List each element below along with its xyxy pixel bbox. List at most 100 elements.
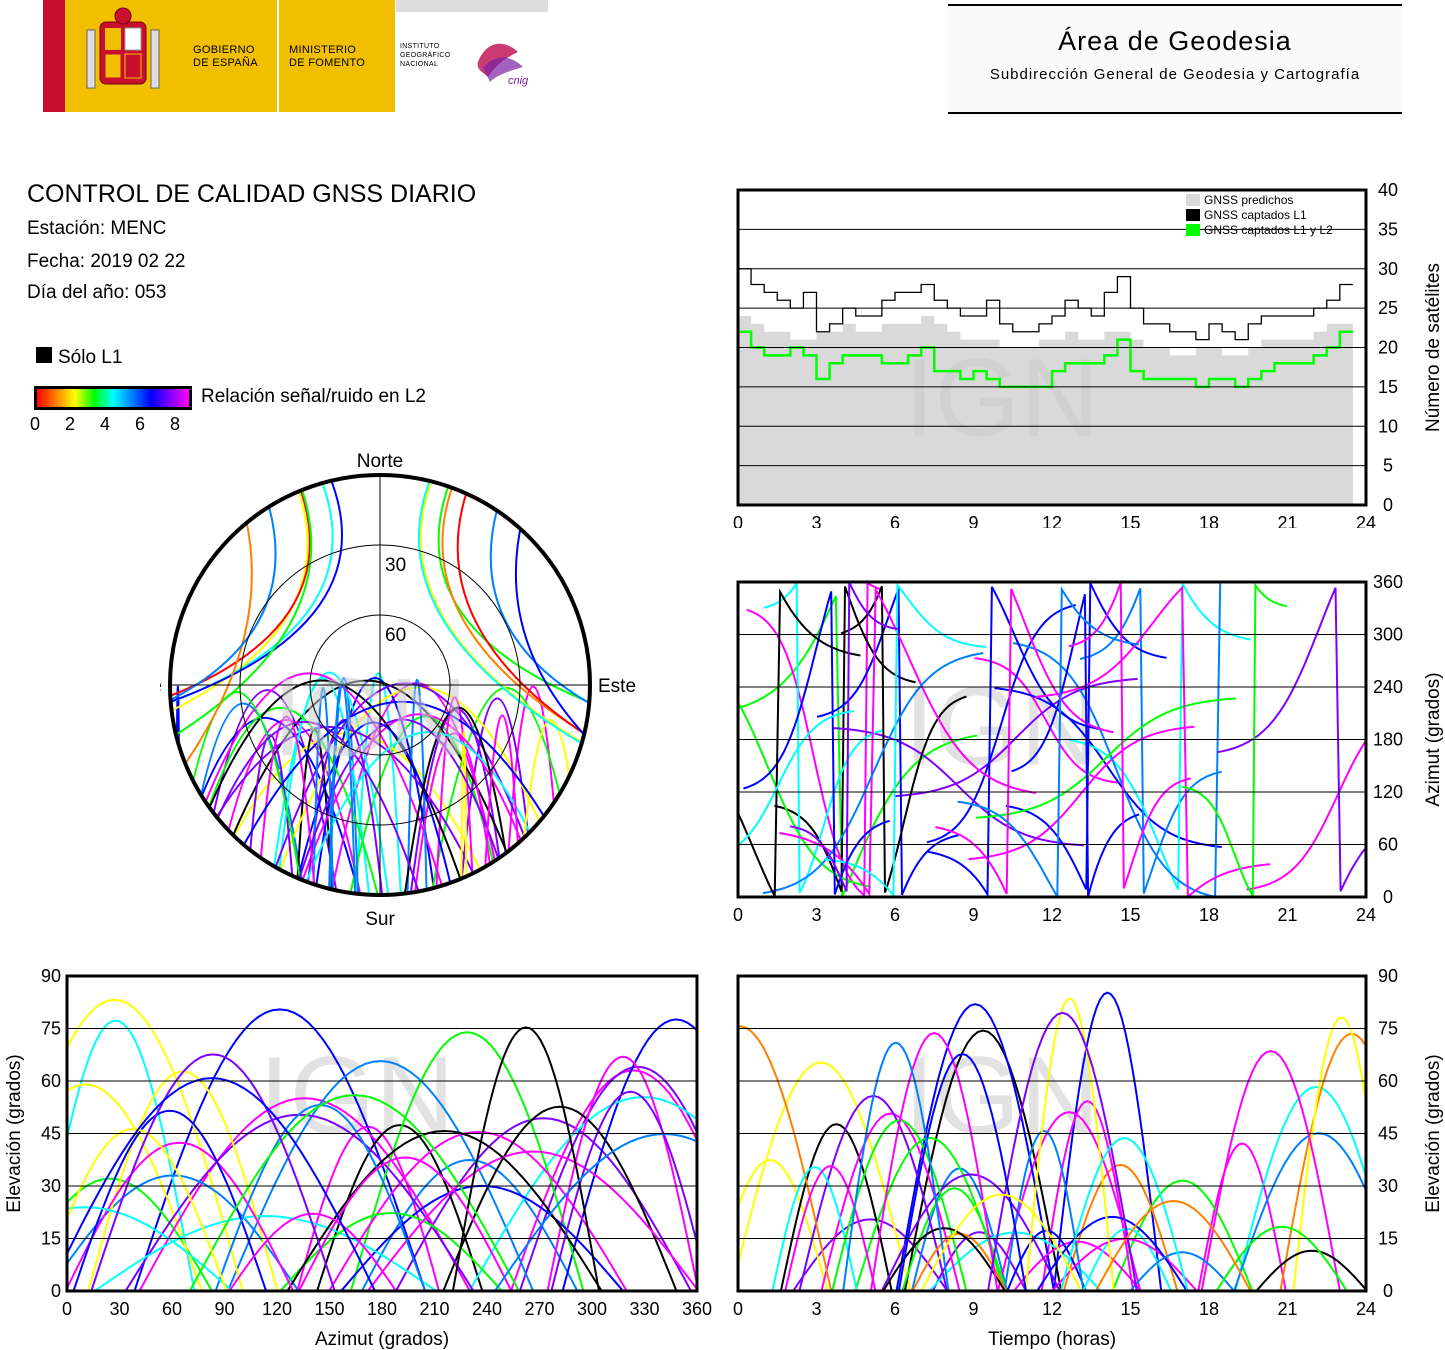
sky-track — [299, 731, 559, 895]
azimuth-track — [1246, 738, 1366, 891]
x-tick-label: 6 — [890, 905, 900, 925]
ign-name: INSTITUTO GEOGRÁFICO NACIONAL — [400, 43, 451, 68]
plot-border — [736, 974, 1368, 1293]
y-tick-label: 5 — [1383, 456, 1393, 476]
elevation-time-track — [771, 1166, 858, 1291]
flag-stripe-red — [43, 0, 65, 112]
doy-label: Día del año: 053 — [27, 282, 167, 303]
elevation-time-track — [1234, 1085, 1366, 1291]
x-tick-label: 21 — [1277, 1299, 1297, 1319]
y-tick-label: 60 — [1378, 835, 1398, 855]
elevation-track — [328, 1130, 628, 1291]
azimuth-track — [1035, 585, 1271, 897]
l1-only-swatch — [36, 347, 52, 363]
snr-colorbar — [34, 386, 192, 410]
elevation-time-track — [1129, 1251, 1235, 1291]
legend-swatch — [1186, 224, 1200, 236]
report-title: CONTROL DE CALIDAD GNSS DIARIO — [27, 180, 477, 208]
area-geodesia-banner: Área de Geodesia Subdirección General de… — [948, 4, 1402, 114]
date-label: Fecha: 2019 02 22 — [27, 251, 186, 272]
elevation-track — [90, 1053, 336, 1291]
elevation-track — [468, 1095, 697, 1291]
x-tick-label: 150 — [314, 1299, 344, 1319]
l1-only-label: Sólo L1 — [58, 347, 123, 368]
elevation-azimuth-tracks — [67, 998, 697, 1291]
y-tick-label: 10 — [1378, 416, 1398, 436]
elevation-track — [67, 1206, 233, 1291]
elevation-time-track — [869, 1031, 999, 1291]
legend-swatch — [1186, 209, 1200, 221]
ring-label-30: 30 — [385, 555, 406, 576]
x-tick-label: 0 — [733, 905, 743, 925]
elevation-track — [451, 1026, 600, 1291]
svg-text:cnig: cnig — [508, 75, 529, 87]
azimuth-track — [975, 697, 1237, 819]
azimuth-track — [789, 582, 899, 892]
elevation-track — [138, 1097, 471, 1291]
y-tick-label: 15 — [1378, 1229, 1398, 1249]
sky-track — [482, 714, 522, 895]
azimuth-track — [1012, 582, 1222, 897]
y-tick-label: 45 — [1378, 1124, 1398, 1144]
snr-legend-label: Relación señal/ruido en L2 — [201, 386, 426, 407]
azimuth-track — [738, 710, 854, 847]
elevation-track — [189, 1094, 520, 1291]
elevation-track — [546, 1055, 697, 1291]
elevation-track — [133, 1008, 427, 1291]
elevation-time-track — [1200, 1049, 1341, 1291]
sky-track — [170, 475, 311, 697]
elevation-time-track — [1013, 1240, 1142, 1291]
sky-track — [460, 731, 468, 895]
sky-track — [459, 697, 536, 895]
ign-logo: INSTITUTO GEOGRÁFICO NACIONAL cnig — [396, 0, 548, 112]
x-tick-label: 30 — [109, 1299, 129, 1319]
snr-tick-label: 2 — [65, 414, 76, 434]
elevation-time-tracks — [738, 991, 1366, 1291]
elevation-time-track — [1215, 1225, 1348, 1291]
west-label: Oeste — [160, 676, 162, 697]
y-tick-label: 15 — [41, 1229, 61, 1249]
y-tick-label: 60 — [41, 1071, 61, 1091]
sky-track — [293, 718, 512, 895]
y-tick-label: 45 — [41, 1124, 61, 1144]
sky-track — [269, 671, 390, 895]
x-tick-label: 180 — [367, 1299, 397, 1319]
y-tick-label: 0 — [51, 1281, 61, 1301]
elevation-time-track — [931, 1231, 1027, 1291]
x-tick-label: 300 — [577, 1299, 607, 1319]
x-tick-label: 24 — [1356, 905, 1376, 925]
elevation-time-track — [842, 1041, 950, 1291]
x-tick-label: 24 — [1356, 513, 1376, 528]
azimuth-track — [926, 586, 1101, 897]
gov-name: GOBIERNO DE ESPAÑA — [193, 44, 258, 69]
azimuth-time-chart: IGN 0 60 120 180 240 300 360 0 3 6 9 12 15 18 21 24 Azimu… — [733, 572, 1444, 925]
elevation-time-track — [784, 1165, 877, 1291]
azimuth-track — [779, 585, 1037, 897]
elevation-time-track — [738, 1158, 829, 1291]
sky-track — [327, 680, 357, 895]
y-axis-label: Azimut (grados) — [1423, 672, 1444, 806]
sky-track — [175, 679, 467, 895]
elevation-track — [67, 1127, 228, 1291]
elevation-track — [67, 998, 244, 1291]
elevation-track — [286, 1129, 603, 1291]
snr-ticks: 0 2 4 6 8 — [28, 414, 198, 436]
azimuth-track — [743, 591, 890, 895]
x-tick-label: 18 — [1199, 1299, 1219, 1319]
legend-label: GNSS predichos — [1204, 193, 1293, 207]
snr-tick-label: 0 — [30, 414, 41, 434]
azimuth-track — [894, 677, 1138, 798]
y-tick-label: 15 — [1378, 377, 1398, 397]
elevation-track — [228, 1212, 397, 1291]
azimuth-tracks — [738, 582, 1366, 897]
series-l1-line — [738, 268, 1353, 341]
elevation-track — [298, 1156, 513, 1291]
x-tick-label: 3 — [811, 513, 821, 528]
y-tick-label: 120 — [1373, 782, 1403, 802]
x-axis-label: Tiempo (horas) — [988, 1329, 1116, 1350]
gobierno-logo: GOBIERNO DE ESPAÑA — [65, 0, 277, 112]
x-tick-label: 270 — [524, 1299, 554, 1319]
elevation-time-track — [1040, 1100, 1135, 1291]
legend-swatch — [1186, 194, 1200, 206]
